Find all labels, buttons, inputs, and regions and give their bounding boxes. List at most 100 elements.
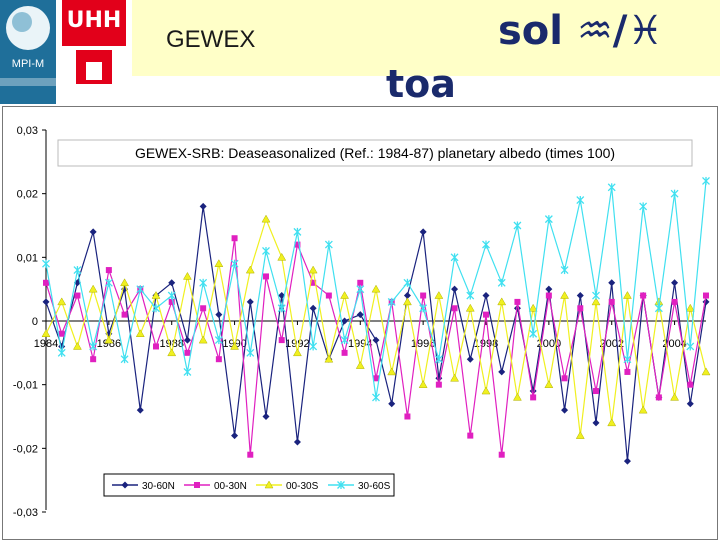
- data-point: [575, 431, 585, 439]
- data-point: [246, 298, 254, 306]
- data-point: [199, 202, 207, 210]
- data-point: [230, 259, 239, 268]
- data-point: [198, 335, 208, 344]
- data-point: [373, 375, 379, 382]
- data-point: [183, 336, 191, 344]
- chart-title: GEWEX-SRB: Deaseasonalized (Ref.: 1984-8…: [135, 145, 615, 161]
- data-point: [294, 241, 301, 248]
- data-point: [199, 278, 208, 287]
- toa-subtitle: toa: [386, 62, 456, 106]
- data-point: [403, 292, 411, 300]
- axes: 0,03 0,02 0,01 0 -0,01 -0,02 -0,03 1984 1986 1988…: [13, 125, 706, 519]
- data-point: [388, 400, 396, 408]
- data-point: [74, 292, 81, 299]
- data-point: [261, 214, 271, 223]
- data-point: [42, 298, 50, 306]
- data-point: [151, 291, 161, 299]
- data-point: [136, 406, 144, 414]
- data-point: [293, 227, 302, 236]
- data-point: [419, 304, 428, 313]
- data-point: [513, 221, 522, 230]
- data-point: [577, 305, 584, 312]
- data-point: [90, 356, 97, 363]
- data-point: [247, 451, 254, 458]
- data-point: [57, 348, 66, 357]
- page-title: GEWEX: [166, 26, 256, 53]
- data-point: [341, 349, 348, 356]
- data-point: [420, 292, 427, 299]
- data-point: [387, 367, 397, 376]
- data-point: [372, 336, 380, 344]
- data-point: [357, 279, 364, 286]
- data-point: [231, 432, 239, 440]
- data-point: [293, 438, 301, 446]
- data-point: [324, 240, 333, 249]
- data-point: [43, 279, 49, 286]
- data-point: [341, 317, 349, 325]
- data-point: [168, 279, 176, 287]
- y-tick-label: -0,01: [13, 380, 38, 392]
- legend-label: 30-60S: [358, 481, 391, 492]
- data-point: [105, 267, 112, 274]
- data-point: [671, 298, 678, 305]
- data-point: [608, 298, 615, 305]
- data-point: [325, 292, 332, 299]
- data-point: [73, 266, 82, 275]
- data-point: [483, 311, 489, 318]
- data-point: [545, 285, 553, 293]
- mpi-m-logo: MPI-M: [0, 0, 56, 104]
- data-point: [231, 235, 238, 242]
- uhh-logo: UHH: [56, 0, 132, 104]
- data-point: [153, 343, 159, 350]
- data-point: [152, 304, 160, 313]
- data-point: [183, 367, 192, 376]
- data-point: [135, 329, 145, 337]
- data-point: [434, 355, 443, 364]
- data-point: [467, 432, 474, 439]
- x-tick-label: 1988: [159, 338, 183, 350]
- data-point: [498, 451, 505, 458]
- data-point: [608, 279, 616, 287]
- legend-label: 00-30N: [214, 481, 247, 492]
- x-tick-label: 1986: [97, 338, 121, 350]
- data-point: [355, 361, 365, 369]
- data-point: [372, 393, 380, 402]
- y-tick-label: 0: [32, 316, 38, 328]
- y-tick-label: 0,01: [17, 252, 38, 264]
- data-point: [481, 386, 491, 395]
- data-point: [497, 278, 506, 287]
- data-point: [654, 297, 664, 306]
- data-point: [340, 336, 349, 345]
- solar-title-text: sol: [498, 8, 563, 54]
- x-tick-label: 1984: [34, 338, 58, 350]
- data-point: [403, 278, 412, 287]
- data-point: [435, 381, 442, 388]
- data-point: [451, 305, 458, 312]
- solar-title: sol ♒/♓: [498, 8, 663, 54]
- data-point: [465, 303, 475, 312]
- data-point: [89, 342, 98, 351]
- data-point: [530, 394, 537, 401]
- data-point: [57, 297, 67, 306]
- data-point: [497, 297, 507, 306]
- data-point: [561, 406, 569, 414]
- data-point: [545, 292, 552, 299]
- solar-symbols: ♒/♓: [576, 8, 664, 54]
- data-point: [215, 311, 223, 319]
- data-point: [230, 341, 240, 350]
- data-point: [104, 335, 114, 344]
- data-point: [120, 355, 129, 364]
- data-point: [404, 413, 411, 420]
- data-point: [624, 368, 631, 375]
- uhh-logo-text: UHH: [66, 8, 122, 33]
- data-point: [528, 303, 538, 312]
- data-point: [482, 240, 490, 249]
- data-point: [701, 367, 711, 376]
- data-point: [703, 292, 709, 299]
- data-point: [482, 292, 490, 300]
- data-point: [41, 329, 51, 337]
- data-point: [167, 348, 177, 357]
- data-point: [670, 189, 679, 198]
- data-point: [262, 413, 270, 420]
- data-point: [560, 266, 569, 275]
